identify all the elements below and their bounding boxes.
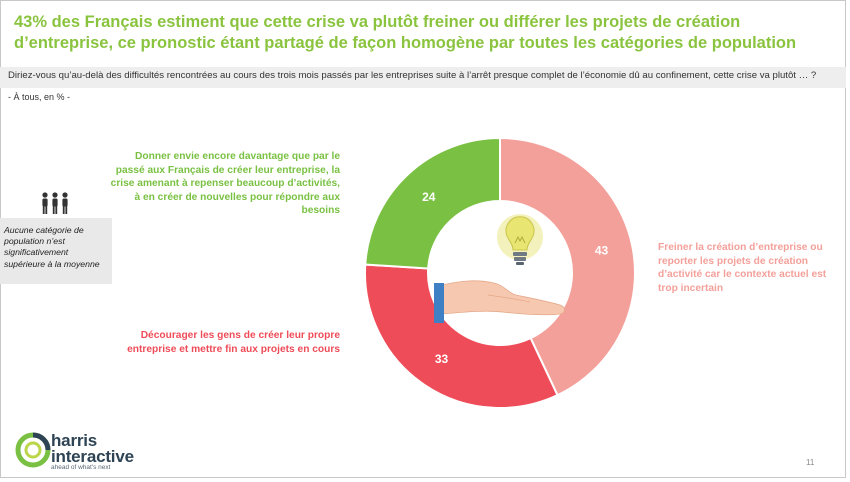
- slice-discourage-value-label: 33: [435, 352, 449, 366]
- significance-note: Aucune catégorie de population n’est sig…: [0, 218, 112, 284]
- survey-question: Diriez-vous qu’au-delà des difficultés r…: [8, 70, 817, 81]
- slice-label-slow-down: Freiner la création d’entreprise ou repo…: [658, 242, 827, 294]
- hand-icon: [434, 280, 565, 323]
- slide-title: 43% des Français estiment que cette cris…: [14, 13, 797, 52]
- question-bar: [0, 67, 846, 88]
- page-number: 11: [806, 458, 815, 467]
- slice-encourage: [364, 136, 501, 270]
- harris-logo-icon: [15, 432, 51, 468]
- slice-label-encourage: Donner envie encore davantage que par le…: [110, 151, 340, 217]
- brand-tagline: ahead of what's next: [51, 464, 111, 471]
- lightbulb-icon: [497, 214, 543, 265]
- slice-slow-down: [499, 136, 636, 397]
- slice-label-discourage: Décourager les gens de créer leur propre…: [127, 330, 340, 355]
- slice-slow-down-value-label: 43: [595, 243, 609, 257]
- brand-name-line2: interactive: [51, 447, 134, 466]
- slice-discourage: [364, 263, 559, 409]
- donut-chart: 43 33 24: [364, 136, 636, 409]
- people-icon: [42, 192, 68, 214]
- base-note: - À tous, en % -: [8, 92, 71, 102]
- hand-lightbulb-illustration: [434, 214, 565, 323]
- slice-encourage-value-label: 24: [422, 190, 436, 204]
- brand-name-line1: harris: [51, 431, 98, 450]
